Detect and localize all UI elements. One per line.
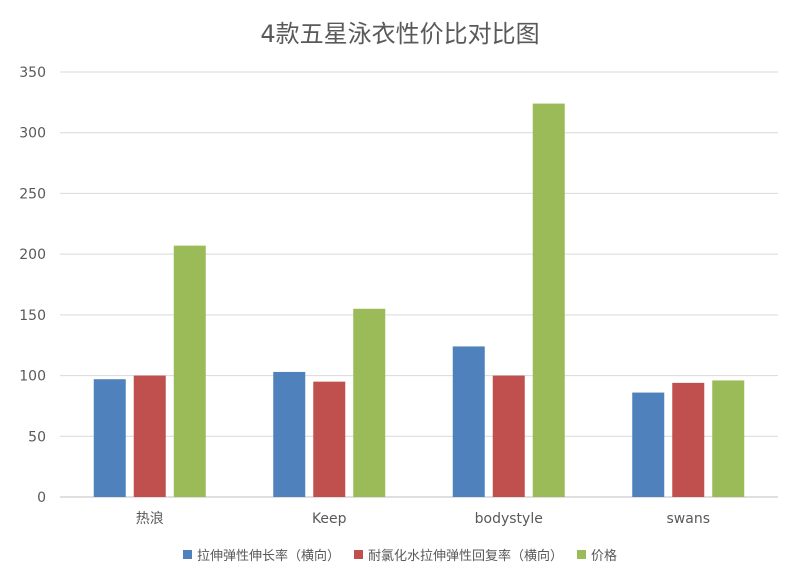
x-tick-label: bodystyle [475, 511, 543, 527]
y-tick-label: 150 [19, 308, 46, 324]
bar [452, 346, 485, 497]
legend-label: 价格 [591, 549, 618, 564]
legend-item: 价格 [577, 545, 617, 564]
y-tick-label: 350 [19, 65, 46, 81]
bar [672, 382, 705, 497]
legend-item: 拉伸弹性伸长率（横向） [182, 545, 340, 564]
y-tick-label: 300 [19, 126, 46, 142]
x-tick-label: swans [667, 511, 711, 527]
bar [133, 375, 166, 497]
y-tick-label: 100 [19, 369, 46, 385]
bar [492, 375, 525, 497]
bar [173, 245, 206, 497]
bar [532, 103, 565, 498]
bar [632, 392, 665, 497]
y-tick-label: 50 [28, 429, 46, 445]
x-tick-label: Keep [312, 511, 347, 527]
chart-title: 4款五星泳衣性价比对比图 [260, 20, 540, 48]
bar [712, 380, 745, 497]
bar [353, 308, 386, 497]
legend-swatch [577, 550, 586, 559]
legend-label: 耐氯化水拉伸弹性回复率（横向） [367, 549, 563, 564]
legend-swatch [353, 550, 363, 559]
y-tick-label: 0 [37, 490, 46, 506]
x-tick-label: 热浪 [136, 511, 164, 527]
bar [273, 371, 306, 497]
bar [313, 381, 346, 497]
y-tick-label: 250 [19, 186, 46, 202]
legend-item: 耐氯化水拉伸弹性回复率（横向） [353, 545, 563, 564]
legend: 拉伸弹性伸长率（横向） 耐氯化水拉伸弹性回复率（横向） 价格 [0, 545, 800, 564]
legend-label: 拉伸弹性伸长率（横向） [196, 549, 340, 564]
y-tick-label: 200 [19, 247, 46, 263]
bar [93, 379, 126, 497]
legend-swatch [182, 550, 192, 559]
